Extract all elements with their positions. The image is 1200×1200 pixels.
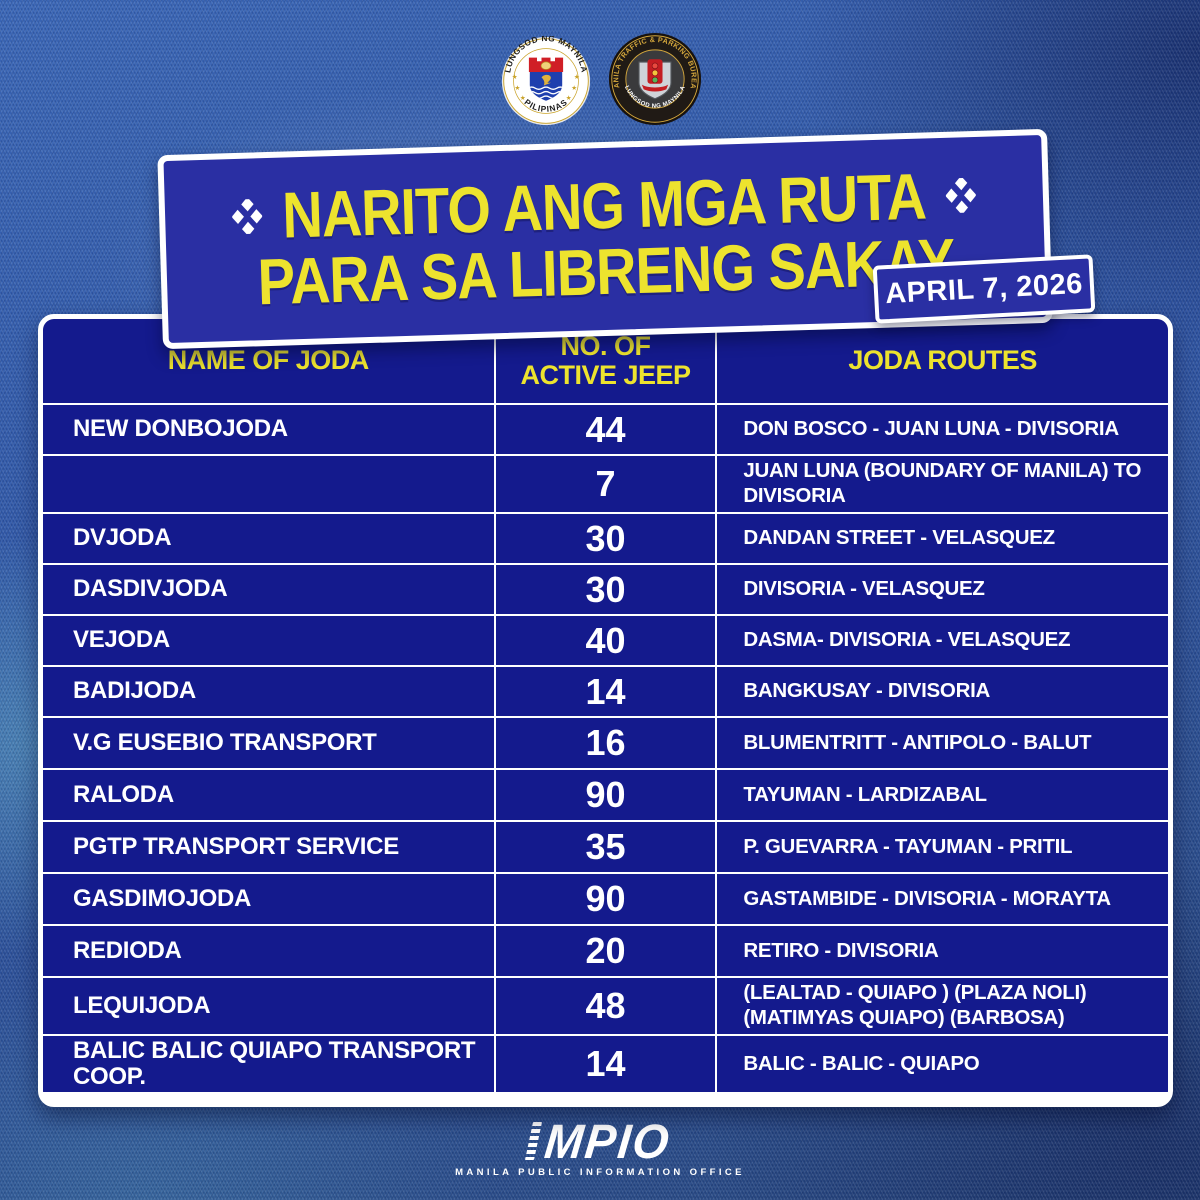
date-text: APRIL 7, 2026 — [884, 267, 1084, 310]
row-route-cell: RETIRO - DIVISORIA — [717, 926, 1168, 976]
manila-seal-icon: LUNGSOD NG MAYNILA PILIPINAS ★★★ ★★★ — [501, 34, 591, 126]
svg-text:★: ★ — [566, 95, 572, 102]
row-jeeps-cell: 90 — [495, 874, 716, 924]
row-jeeps-cell: 90 — [495, 770, 716, 820]
row-jeeps-cell: 14 — [495, 667, 716, 716]
row-name-cell: LEQUIJODA — [43, 978, 494, 1034]
svg-text:★: ★ — [571, 85, 577, 92]
row-jeeps-cell: 30 — [495, 514, 716, 563]
mpio-caption: MANILA PUBLIC INFORMATION OFFICE — [455, 1167, 745, 1178]
manila-seal-stars: ★ ★ ★ ★ ★ ★ — [512, 74, 580, 102]
date-badge: APRIL 7, 2026 — [872, 254, 1096, 324]
row-name-cell — [43, 456, 494, 512]
footer: MPIO MANILA PUBLIC INFORMATION OFFICE — [0, 1113, 1200, 1178]
routes-table-grid: NAME OF JODA NO. OF ACTIVE JEEP JODA ROU… — [43, 319, 1168, 1092]
row-name-cell: PGTP TRANSPORT SERVICE — [43, 822, 494, 872]
row-jeeps-cell: 40 — [495, 616, 716, 665]
row-name-cell: DASDIVJODA — [43, 565, 494, 614]
row-route-cell: DIVISORIA - VELASQUEZ — [717, 565, 1168, 614]
row-name-cell: GASDIMOJODA — [43, 874, 494, 924]
row-name-cell: DVJODA — [43, 514, 494, 563]
row-route-cell: TAYUMAN - LARDIZABAL — [717, 770, 1168, 820]
manila-city-seal-logo: LUNGSOD NG MAYNILA PILIPINAS ★ ★ ★ ★ ★ ★ — [501, 34, 591, 126]
mtpb-seal-shield — [638, 59, 672, 100]
row-name-cell: VEJODA — [43, 616, 494, 665]
row-jeeps-cell: 30 — [495, 565, 716, 614]
row-jeeps-cell: 14 — [495, 1036, 716, 1092]
mtpb-seal-icon: MANILA TRAFFIC & PARKING BUREAU LUNGSOD … — [605, 26, 702, 126]
row-name-cell: NEW DONBOJODA — [43, 405, 494, 454]
row-route-cell: JUAN LUNA (BOUNDARY OF MANILA) TO DIVISO… — [717, 456, 1168, 512]
row-route-cell: DANDAN STREET - VELASQUEZ — [717, 514, 1168, 563]
manila-seal-shield — [528, 57, 564, 101]
svg-text:★: ★ — [520, 95, 526, 102]
row-jeeps-cell: 20 — [495, 926, 716, 976]
mpio-logo: MPIO — [525, 1113, 674, 1169]
row-route-cell: (LEALTAD - QUIAPO ) (PLAZA NOLI) (MATIMY… — [717, 978, 1168, 1034]
row-route-cell: BLUMENTRITT - ANTIPOLO - BALUT — [717, 718, 1168, 768]
mpio-wordmark: MPIO — [542, 1113, 674, 1169]
row-name-cell: BALIC BALIC QUIAPO TRANSPORT COOP. — [43, 1036, 494, 1092]
row-route-cell: P. GUEVARRA - TAYUMAN - PRITIL — [717, 822, 1168, 872]
row-name-cell: BADIJODA — [43, 667, 494, 716]
title-line-1: NARITO ANG MGA RUTA — [231, 157, 977, 256]
svg-text:★: ★ — [512, 74, 518, 81]
row-name-cell: REDIODA — [43, 926, 494, 976]
row-route-cell: BALIC - BALIC - QUIAPO — [717, 1036, 1168, 1092]
diamond-ornament-icon — [945, 177, 977, 214]
row-jeeps-cell: 35 — [495, 822, 716, 872]
row-jeeps-cell: 7 — [495, 456, 716, 512]
column-header-joda-routes: JODA ROUTES — [717, 319, 1168, 403]
row-jeeps-cell: 16 — [495, 718, 716, 768]
routes-table: NAME OF JODA NO. OF ACTIVE JEEP JODA ROU… — [38, 314, 1173, 1107]
mtpb-seal-logo: MANILA TRAFFIC & PARKING BUREAU LUNGSOD … — [605, 26, 702, 126]
row-route-cell: GASTAMBIDE - DIVISORIA - MORAYTA — [717, 874, 1168, 924]
title-banner: NARITO ANG MGA RUTA PARA SA LIBRENG SAKA… — [157, 128, 1053, 350]
row-name-cell: V.G EUSEBIO TRANSPORT — [43, 718, 494, 768]
diamond-ornament-icon — [231, 198, 263, 235]
svg-text:★: ★ — [574, 74, 580, 81]
row-route-cell: DON BOSCO - JUAN LUNA - DIVISORIA — [717, 405, 1168, 454]
row-jeeps-cell: 44 — [495, 405, 716, 454]
row-route-cell: BANGKUSAY - DIVISORIA — [717, 667, 1168, 716]
row-jeeps-cell: 48 — [495, 978, 716, 1034]
row-route-cell: DASMA- DIVISORIA - VELASQUEZ — [717, 616, 1168, 665]
svg-text:★: ★ — [515, 85, 521, 92]
film-strip-icon — [525, 1122, 543, 1160]
row-name-cell: RALODA — [43, 770, 494, 820]
